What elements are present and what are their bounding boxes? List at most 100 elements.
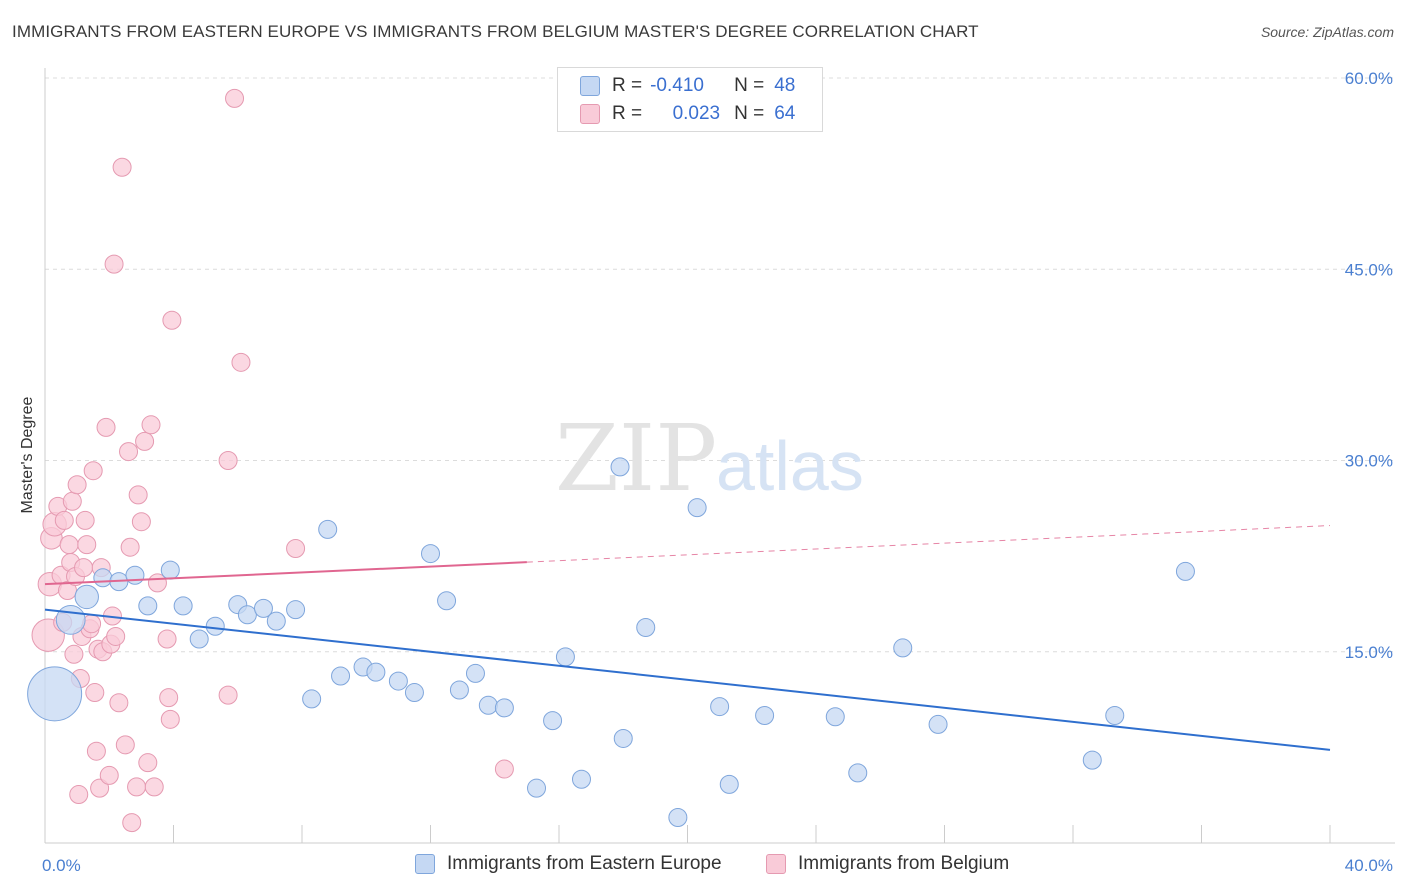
bottom-legend-belgium: Immigrants from Belgium bbox=[766, 851, 1009, 877]
eastern-europe-point bbox=[636, 618, 656, 638]
eastern-europe-point bbox=[449, 680, 469, 700]
eastern-europe-point bbox=[527, 778, 547, 798]
eastern-europe-point bbox=[138, 596, 158, 616]
eastern-europe-point bbox=[848, 763, 868, 783]
belgium-point bbox=[218, 685, 238, 705]
eastern-europe-point bbox=[266, 611, 286, 631]
belgium-point bbox=[112, 157, 132, 177]
belgium-trend-line bbox=[44, 561, 527, 586]
eastern-europe-point bbox=[478, 695, 498, 715]
eastern-europe-point bbox=[928, 714, 948, 734]
belgium-point bbox=[120, 537, 140, 557]
eastern-europe-point bbox=[331, 666, 351, 686]
belgium-trend-line-extension bbox=[526, 525, 1331, 563]
y-tick-label: 45.0% bbox=[1345, 260, 1393, 279]
belgium-point bbox=[218, 451, 238, 470]
belgium-point bbox=[62, 491, 82, 511]
belgium-point bbox=[59, 535, 79, 555]
eastern-europe-point bbox=[205, 616, 225, 636]
eastern-europe-point bbox=[74, 584, 99, 610]
belgium-point bbox=[69, 785, 89, 805]
legend-row-belgium: R = 0.023 N = 64 bbox=[580, 101, 795, 127]
belgium-point bbox=[231, 352, 251, 372]
eastern-europe-point bbox=[571, 769, 591, 789]
y-axis-label: Master's Degree bbox=[19, 396, 36, 514]
belgium-point bbox=[135, 431, 155, 451]
eastern-europe-point bbox=[189, 629, 209, 649]
eastern-europe-point bbox=[173, 596, 193, 616]
legend-n-label: N = bbox=[734, 75, 765, 96]
belgium-point bbox=[225, 88, 245, 108]
belgium-point bbox=[74, 558, 94, 578]
eastern-europe-point bbox=[318, 519, 338, 539]
eastern-europe-point bbox=[610, 457, 630, 477]
eastern-europe-point bbox=[55, 604, 86, 635]
bottom-legend-label: Immigrants from Belgium bbox=[798, 853, 1010, 874]
belgium-point bbox=[119, 442, 139, 462]
eastern-europe-point bbox=[286, 600, 306, 620]
belgium-point bbox=[144, 777, 164, 797]
eastern-europe-point bbox=[494, 698, 514, 718]
belgium-point bbox=[138, 753, 158, 773]
eastern-europe-point bbox=[710, 697, 730, 717]
bottom-legend-label: Immigrants from Eastern Europe bbox=[447, 853, 722, 874]
belgium-point bbox=[115, 735, 135, 755]
eastern-europe-point bbox=[404, 683, 424, 703]
eastern-europe-point bbox=[719, 774, 739, 794]
legend-swatch-pink bbox=[580, 104, 600, 124]
eastern-europe-point bbox=[1105, 706, 1125, 725]
eastern-europe-points bbox=[27, 457, 1195, 827]
eastern-europe-point bbox=[237, 605, 257, 625]
eastern-europe-point bbox=[1175, 561, 1195, 581]
belgium-point bbox=[83, 461, 103, 481]
belgium-point bbox=[86, 741, 106, 761]
legend-r-label: R = bbox=[612, 103, 643, 124]
belgium-point bbox=[159, 688, 179, 708]
bottom-legend-swatch-pink bbox=[766, 854, 786, 874]
watermark-atlas: atlas bbox=[716, 427, 864, 505]
eastern-europe-point bbox=[388, 671, 408, 691]
eastern-europe-point bbox=[160, 560, 180, 580]
belgium-point bbox=[109, 693, 129, 713]
belgium-point bbox=[128, 485, 148, 505]
y-tick-label: 30.0% bbox=[1345, 452, 1393, 471]
belgium-point bbox=[77, 535, 97, 555]
eastern-europe-point bbox=[437, 591, 457, 611]
eastern-europe-point bbox=[755, 706, 775, 725]
belgium-point bbox=[131, 512, 151, 532]
belgium-point bbox=[106, 626, 126, 646]
belgium-points bbox=[31, 88, 514, 833]
eastern-europe-point bbox=[465, 663, 485, 683]
belgium-point bbox=[90, 778, 110, 798]
x-tick-label: 40.0% bbox=[1345, 856, 1393, 875]
eastern-europe-point bbox=[93, 568, 113, 588]
watermark: ZIP atlas bbox=[555, 405, 864, 512]
legend-n-value: 48 bbox=[774, 75, 796, 96]
legend-r-value: -0.410 bbox=[650, 75, 704, 96]
x-tick-label: 0.0% bbox=[42, 856, 81, 875]
belgium-point bbox=[127, 777, 147, 797]
legend-n-label: N = bbox=[734, 103, 765, 124]
legend-swatch-blue bbox=[580, 76, 600, 96]
belgium-point bbox=[160, 709, 180, 729]
chart-title: IMMIGRANTS FROM EASTERN EUROPE VS IMMIGR… bbox=[12, 22, 979, 41]
y-tick-label: 15.0% bbox=[1345, 643, 1393, 662]
legend-row-eastern-europe: R = -0.410 N = 48 bbox=[580, 73, 795, 99]
bottom-legend-eastern-europe: Immigrants from Eastern Europe bbox=[415, 851, 722, 877]
belgium-point bbox=[64, 644, 84, 664]
eastern-europe-point bbox=[1082, 750, 1102, 770]
belgium-point bbox=[99, 765, 119, 785]
belgium-point bbox=[157, 629, 177, 649]
belgium-point bbox=[54, 510, 74, 530]
eastern-europe-point bbox=[893, 638, 913, 658]
eastern-europe-point bbox=[555, 647, 575, 667]
belgium-point bbox=[67, 475, 87, 495]
belgium-point bbox=[141, 415, 161, 435]
eastern-europe-point bbox=[125, 565, 145, 585]
y-tick-label: 60.0% bbox=[1345, 69, 1393, 88]
eastern-europe-point bbox=[302, 689, 322, 709]
belgium-point bbox=[122, 813, 142, 833]
eastern-europe-point bbox=[421, 544, 440, 564]
tick-labels: 15.0% 30.0% 45.0% 60.0% 0.0% 40.0% bbox=[42, 69, 1393, 875]
